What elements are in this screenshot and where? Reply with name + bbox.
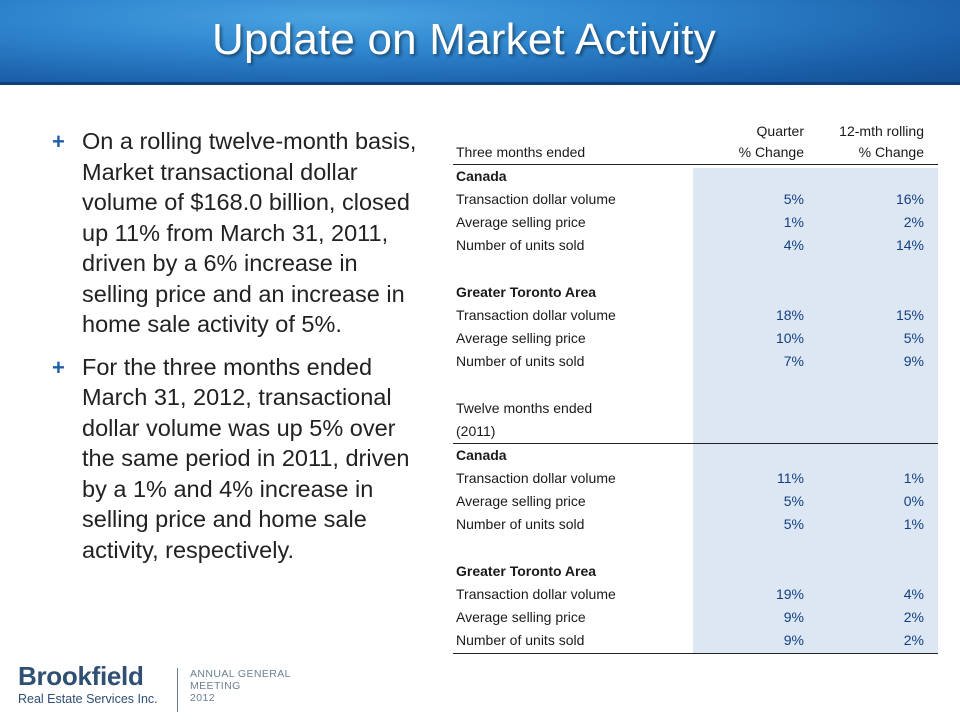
table-row: Transaction dollar volume 11% 1% [453, 467, 938, 490]
quarter-value: 1% [783, 214, 804, 230]
bullet-item: + On a rolling twelve-month basis, Marke… [52, 126, 422, 340]
table-row: Transaction dollar volume 18% 15% [453, 304, 938, 327]
period-rule [453, 443, 938, 444]
rolling-value: 2% [903, 214, 924, 230]
period-label-line1: Twelve months ended [456, 400, 593, 416]
market-activity-table: Quarter 12-mth rolling Three months ende… [453, 118, 938, 656]
col-rolling-header-top: 12-mth rolling [839, 123, 924, 139]
footer-divider [177, 668, 178, 712]
section-label-gta: Greater Toronto Area [456, 284, 597, 300]
section-heading: Canada [453, 165, 938, 188]
brand-name: Brookfield [18, 661, 144, 691]
table-row: Number of units sold 9% 2% [453, 629, 938, 652]
section-heading: Greater Toronto Area [453, 281, 938, 304]
bullet-text: On a rolling twelve-month basis, Market … [82, 128, 417, 337]
period-heading: (2011) [453, 420, 938, 443]
row-label: Transaction dollar volume [456, 470, 616, 486]
quarter-value: 10% [775, 330, 804, 346]
row-label: Number of units sold [456, 632, 585, 648]
table-row: Average selling price 9% 2% [453, 606, 938, 629]
table-row: Number of units sold 7% 9% [453, 350, 938, 373]
table-header-row-bottom: Three months ended % Change % Change [453, 141, 938, 164]
rolling-value: 1% [903, 470, 924, 486]
bullet-item: + For the three months ended March 31, 2… [52, 352, 422, 566]
table-row: Average selling price 1% 2% [453, 211, 938, 234]
row-label: Number of units sold [456, 516, 585, 532]
rolling-value: 5% [903, 330, 924, 346]
quarter-value: 9% [783, 609, 804, 625]
row-label: Transaction dollar volume [456, 307, 616, 323]
section-heading: Greater Toronto Area [453, 560, 938, 583]
table-row: Average selling price 5% 0% [453, 490, 938, 513]
rolling-value: 2% [903, 609, 924, 625]
rolling-value: 4% [903, 586, 924, 602]
row-label: Average selling price [456, 493, 586, 509]
table-row: Average selling price 10% 5% [453, 327, 938, 350]
quarter-value: 11% [777, 470, 804, 486]
row-label: Average selling price [456, 609, 586, 625]
table-row: Number of units sold 5% 1% [453, 513, 938, 536]
quarter-value: 5% [783, 493, 804, 509]
rolling-value: 15% [895, 307, 924, 323]
title-banner: Update on Market Activity [0, 0, 960, 85]
rolling-value: 14% [895, 237, 924, 253]
rolling-value: 16% [895, 191, 924, 207]
bullet-text: For the three months ended March 31, 201… [82, 353, 410, 563]
section-label-gta: Greater Toronto Area [456, 563, 597, 579]
brookfield-logo: Brookfield Real Estate Services Inc. [18, 662, 158, 706]
table-row: Transaction dollar volume 19% 4% [453, 583, 938, 606]
section-label-canada: Canada [456, 168, 507, 184]
agm-line-3: 2012 [190, 692, 215, 704]
col-quarter-header-bottom: % Change [738, 144, 804, 160]
rolling-value: 9% [903, 353, 924, 369]
plus-bullet-icon: + [52, 354, 65, 380]
col-rolling-header-bottom: % Change [858, 144, 924, 160]
rolling-value: 0% [903, 493, 924, 509]
table-bottom-rule [453, 653, 938, 654]
table-header-label: Three months ended [456, 144, 586, 160]
agm-line-2: MEETING [190, 680, 241, 692]
quarter-value: 7% [783, 353, 804, 369]
table-row: Number of units sold 4% 14% [453, 234, 938, 257]
period-label-line2: (2011) [456, 423, 496, 439]
agm-line-1: ANNUAL GENERAL [190, 668, 291, 680]
quarter-value: 9% [783, 632, 804, 648]
header-rule [453, 164, 938, 165]
row-label: Transaction dollar volume [456, 191, 616, 207]
rolling-value: 1% [903, 516, 924, 532]
row-label: Average selling price [456, 214, 586, 230]
bullet-list: + On a rolling twelve-month basis, Marke… [52, 126, 422, 577]
row-label: Number of units sold [456, 353, 585, 369]
quarter-value: 18% [775, 307, 804, 323]
row-label: Number of units sold [456, 237, 585, 253]
value-column-shading [693, 168, 938, 653]
quarter-value: 5% [783, 191, 804, 207]
brand-subtitle: Real Estate Services Inc. [18, 692, 158, 706]
period-heading: Twelve months ended [453, 397, 938, 420]
plus-bullet-icon: + [52, 129, 65, 154]
row-label: Average selling price [456, 330, 586, 346]
quarter-value: 5% [783, 516, 804, 532]
row-label: Transaction dollar volume [456, 586, 616, 602]
quarter-value: 4% [783, 237, 804, 253]
page-title: Update on Market Activity [212, 15, 716, 64]
section-heading: Canada [453, 444, 938, 467]
agm-label: ANNUAL GENERAL MEETING 2012 [190, 668, 291, 704]
section-label-canada: Canada [456, 447, 507, 463]
table-row: Transaction dollar volume 5% 16% [453, 188, 938, 211]
col-quarter-header-top: Quarter [756, 123, 804, 139]
quarter-value: 19% [775, 586, 804, 602]
table-header-row-top: Quarter 12-mth rolling [453, 118, 938, 141]
rolling-value: 2% [903, 632, 924, 648]
